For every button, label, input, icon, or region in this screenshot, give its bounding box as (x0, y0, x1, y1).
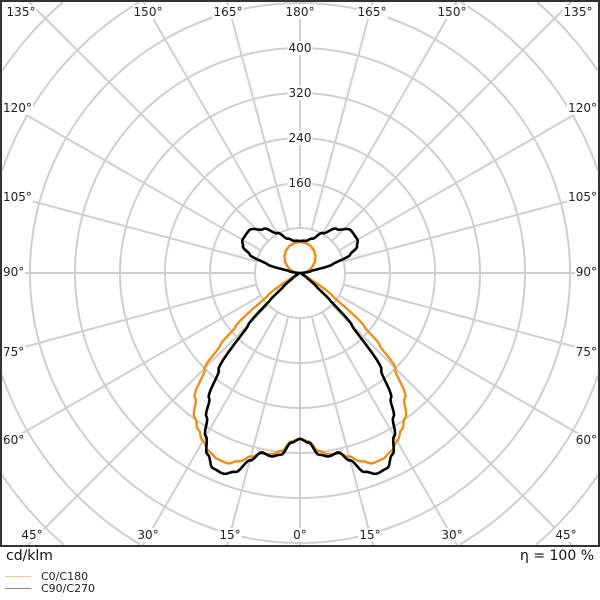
angle-label-bottom: 15° (219, 528, 240, 542)
grid-spoke (343, 192, 599, 263)
grid-spoke (338, 100, 599, 252)
angle-label-top: 135° (564, 5, 593, 19)
angle-label-top: 150° (134, 5, 163, 19)
grid-spoke (343, 283, 599, 354)
angle-label-left-bg (2, 265, 26, 279)
grid-spoke (1, 283, 257, 354)
grid-spoke (226, 316, 290, 546)
grid (1, 1, 599, 546)
legend-label-c0: C0/C180 (41, 569, 89, 583)
labels: 135° 150° 165° 180° 165° 150° 135° 45° 30° 15° 0° 1… (2, 5, 598, 542)
grid-spoke (27, 304, 269, 546)
radial-tick-label: 400 (289, 41, 312, 55)
angle-label-bottom-bg (358, 528, 382, 542)
angle-label-left: 90° (3, 265, 24, 279)
grid-spoke (331, 304, 573, 546)
angle-label-top: 135° (7, 5, 36, 19)
angle-label-right: 60° (576, 433, 597, 447)
grid-spoke (321, 1, 458, 235)
angle-label-bottom-bg (440, 528, 464, 542)
angle-label-bottom: 15° (359, 528, 380, 542)
angle-label-right: 90° (576, 265, 597, 279)
grid-spoke (142, 1, 279, 235)
angle-label-right-bg (574, 433, 598, 447)
angle-label-top-bg (284, 5, 316, 19)
angle-label-right-bg (574, 345, 598, 359)
angle-label-top-bg (5, 5, 37, 19)
grid-spoke (310, 316, 374, 546)
angle-label-top-bg (356, 5, 388, 19)
angle-label-top-bg (436, 5, 468, 19)
angle-label-bottom-bg (218, 528, 242, 542)
grid-spoke (331, 1, 572, 242)
grid-spoke (338, 294, 599, 446)
grid-spoke (28, 1, 269, 242)
angle-label-bottom: 0° (293, 528, 307, 542)
angle-label-top-bg (562, 5, 594, 19)
grid-circle (1, 1, 599, 546)
angle-label-bottom: 45° (21, 528, 42, 542)
radial-tick-label: 320 (289, 86, 312, 100)
grid-spoke (1, 294, 262, 446)
radial-tick-label-bg (287, 176, 313, 190)
grid-circle (1, 1, 599, 546)
radial-tick-label: 160 (289, 176, 312, 190)
angle-label-left: 105° (3, 190, 32, 204)
radial-tick-label-bg (287, 86, 313, 100)
angle-label-left-bg (2, 345, 26, 359)
frame (0, 0, 600, 547)
angle-label-left-bg (2, 433, 26, 447)
curves (192, 227, 408, 476)
efficiency-label: η = 100 % (520, 548, 594, 564)
angle-label-right-bg (567, 101, 598, 115)
polar-chart: 135° 150° 165° 180° 165° 150° 135° 45° 30° 15° 0° 1… (0, 0, 600, 547)
angle-label-top-bg (212, 5, 244, 19)
radial-tick-label-bg (287, 41, 313, 55)
grid-spoke (310, 1, 374, 230)
angle-label-bottom-bg (20, 528, 44, 542)
angle-label-bottom: 30° (137, 528, 158, 542)
angle-label-right-bg (567, 190, 598, 204)
angle-label-left: 75° (3, 345, 24, 359)
grid-spoke (226, 1, 290, 230)
angle-label-bottom-bg (292, 528, 308, 542)
angle-label-top: 180° (286, 5, 315, 19)
grid-spoke (1, 100, 262, 252)
angle-label-bottom-bg (136, 528, 160, 542)
grid-spoke (142, 311, 279, 546)
grid-spoke (1, 192, 257, 263)
legend-item-c0: C0/C180 (5, 569, 95, 583)
radial-tick-label-bg (287, 131, 313, 145)
angle-label-left: 60° (3, 433, 24, 447)
angle-label-right: 105° (568, 190, 597, 204)
angle-label-right: 120° (568, 101, 597, 115)
radial-tick-label: 240 (289, 131, 312, 145)
angle-label-left-bg (2, 190, 33, 204)
angle-label-bottom: 45° (555, 528, 576, 542)
legend-item-c90: C90/C270 (5, 581, 96, 595)
legend-label-c90: C90/C270 (41, 581, 96, 595)
legend-swatch-c0 (5, 575, 31, 577)
angle-label-left: 120° (3, 101, 32, 115)
series-curve-c90-c270 (203, 227, 397, 476)
legend-swatch-c90 (5, 587, 31, 589)
angle-label-top: 165° (214, 5, 243, 19)
grid-spoke (321, 311, 458, 546)
angle-label-bottom-bg (554, 528, 578, 542)
angle-label-top: 165° (358, 5, 387, 19)
legend: C0/C180 C90/C270 (5, 569, 96, 595)
angle-label-right-bg (574, 265, 598, 279)
angle-label-left-bg (2, 101, 33, 115)
angle-label-bottom: 30° (441, 528, 462, 542)
angle-label-top-bg (132, 5, 164, 19)
angle-label-right: 75° (576, 345, 597, 359)
unit-label: cd/klm (6, 548, 53, 564)
angle-label-top: 150° (438, 5, 467, 19)
